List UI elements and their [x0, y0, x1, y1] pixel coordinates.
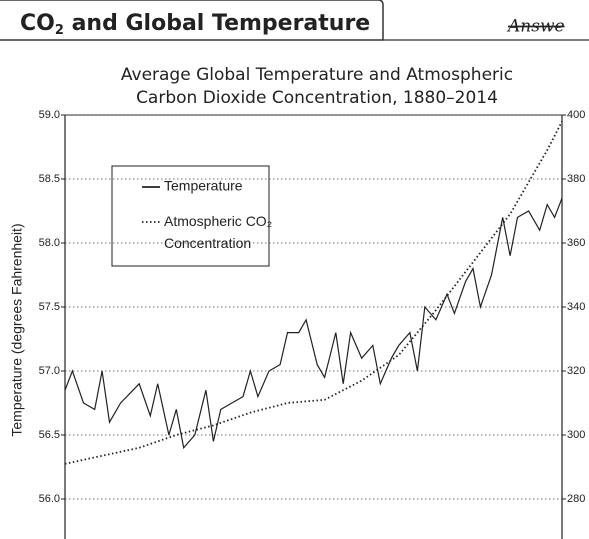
series-line	[64, 197, 563, 450]
y2-tick-label: 380	[567, 173, 585, 185]
y2-tick-label: 360	[567, 237, 585, 249]
y-tick-label: 58.0	[39, 237, 60, 249]
y-tick-label: 57.5	[39, 301, 60, 313]
y2-tick-label: 300	[567, 429, 585, 441]
legend-box	[111, 165, 270, 267]
y-tick-label: 56.5	[39, 429, 60, 441]
legend-label: Temperature	[164, 178, 243, 194]
y-tick-label: 58.5	[39, 173, 60, 185]
header-title: CO2 and Global Temperature	[20, 11, 370, 38]
y-axis-label: Temperature (degrees Fahrenheit)	[9, 223, 25, 436]
y2-tick-label: 280	[567, 493, 585, 505]
y-tick-label: 59.0	[39, 109, 60, 121]
y2-tick-label: 340	[567, 301, 585, 313]
header-frame	[0, 0, 384, 41]
chart-title: Average Global Temperature and Atmospher…	[121, 65, 513, 85]
y-tick-label: 56.0	[39, 493, 60, 505]
y2-tick-label: 400	[567, 109, 585, 121]
y-tick-label: 57.0	[39, 365, 60, 377]
handwritten-note: Answe	[506, 17, 565, 37]
chart-title: Carbon Dioxide Concentration, 1880–2014	[136, 88, 498, 108]
legend-label: Atmospheric CO₂ Concentration	[164, 213, 272, 251]
y2-tick-label: 320	[567, 365, 585, 377]
